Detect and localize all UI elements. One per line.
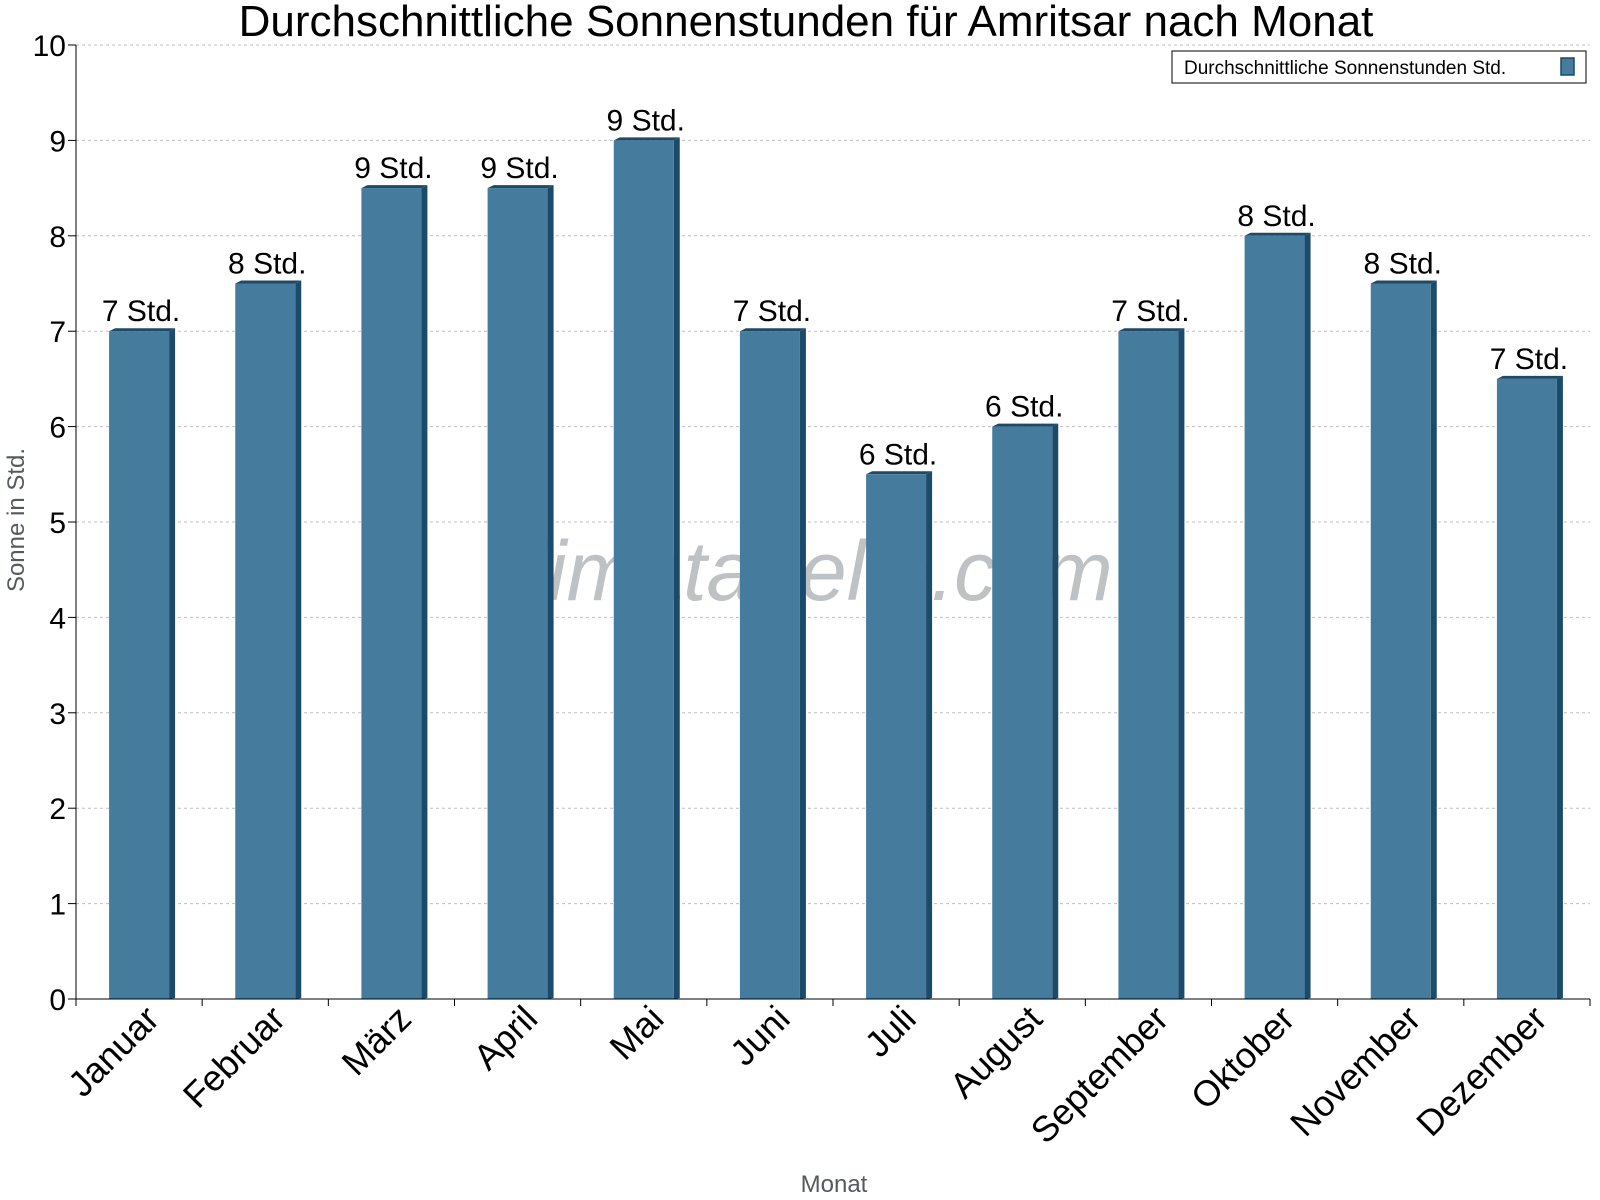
y-tick-label: 1 (49, 889, 66, 922)
bars (109, 137, 1563, 1000)
bar-front (361, 188, 422, 1000)
bar-top (992, 423, 1059, 427)
bar-front (739, 331, 800, 999)
bar-top (739, 328, 806, 332)
y-tick-label: 0 (49, 984, 66, 1017)
data-label: 7 Std. (1111, 295, 1189, 328)
bar-front (235, 283, 296, 999)
legend: Durchschnittliche Sonnenstunden Std. (1171, 50, 1587, 84)
bar-front (1118, 331, 1179, 999)
legend-box (1171, 50, 1587, 84)
bar-side (547, 185, 554, 1000)
y-axis-label: Sonne in Std. (3, 448, 30, 592)
bar-märz (361, 185, 428, 1000)
y-tick-label: 4 (49, 602, 66, 635)
y-tick-label: 6 (49, 412, 66, 445)
bar-november (1370, 280, 1437, 999)
x-axis-label: Monat (801, 1171, 868, 1198)
data-label: 8 Std. (1364, 248, 1442, 281)
data-label: 7 Std. (102, 295, 180, 328)
bar-juli (866, 471, 933, 999)
bar-front (1370, 283, 1431, 999)
legend-entry-label: Durchschnittliche Sonnenstunden Std. (1184, 58, 1506, 79)
bar-front (992, 426, 1053, 1000)
bar-side (1304, 232, 1311, 1000)
bar-dezember (1496, 375, 1563, 999)
bar-top (235, 280, 302, 284)
data-labels: 7 Std. 8 Std. 9 Std. 9 Std. 9 Std. 7 Std. 6 St… (102, 104, 1568, 471)
chart-title: Durchschnittliche Sonnenstunden für Amri… (239, 0, 1374, 46)
bar-side (421, 185, 428, 1000)
bar-top (1496, 375, 1563, 379)
data-label: 9 Std. (480, 152, 558, 185)
bar-top (361, 185, 428, 189)
bar-top (487, 185, 554, 189)
data-label: 8 Std. (1237, 200, 1315, 233)
bar-mai (613, 137, 680, 999)
y-tick-label: 2 (49, 793, 66, 826)
bar-juni (739, 328, 806, 999)
bar-front (866, 474, 927, 999)
bar-august (992, 423, 1059, 1000)
bar-side (1430, 280, 1437, 999)
bar-top (1370, 280, 1437, 284)
bar-top (866, 471, 933, 475)
bar-side (1556, 375, 1563, 999)
bar-side (673, 137, 680, 999)
bar-top (1118, 328, 1185, 332)
data-label: 8 Std. (228, 248, 306, 281)
bar-januar (109, 328, 176, 999)
data-label: 6 Std. (985, 391, 1063, 424)
bar-side (295, 280, 302, 999)
bar-front (613, 140, 674, 999)
bar-side (799, 328, 806, 999)
bar-front (1244, 235, 1305, 1000)
data-label: 6 Std. (859, 438, 937, 471)
legend-swatch (1560, 57, 1575, 76)
bar-oktober (1244, 232, 1311, 1000)
data-label: 7 Std. (1490, 343, 1568, 376)
bar-side (1052, 423, 1059, 1000)
bar-side (926, 471, 933, 999)
bar-top (613, 137, 680, 141)
bar-top (1244, 232, 1311, 236)
data-label: 9 Std. (354, 152, 432, 185)
y-tick-label: 10 (33, 30, 66, 63)
y-tick-label: 5 (49, 507, 66, 540)
bar-front (487, 188, 548, 1000)
bar-april (487, 185, 554, 1000)
bar-februar (235, 280, 302, 999)
bar-september (1118, 328, 1185, 999)
y-tick-label: 3 (49, 698, 66, 731)
gridlines (76, 44, 1590, 905)
y-tick-label: 7 (49, 316, 66, 349)
y-tick-label: 8 (49, 221, 66, 254)
data-label: 7 Std. (733, 295, 811, 328)
y-tick-label: 9 (49, 125, 66, 158)
bar-front (1496, 378, 1557, 999)
bar-front (109, 331, 170, 999)
bar-side (169, 328, 176, 999)
data-label: 9 Std. (607, 104, 685, 137)
bar-side (1178, 328, 1185, 999)
bar-top (109, 328, 176, 332)
